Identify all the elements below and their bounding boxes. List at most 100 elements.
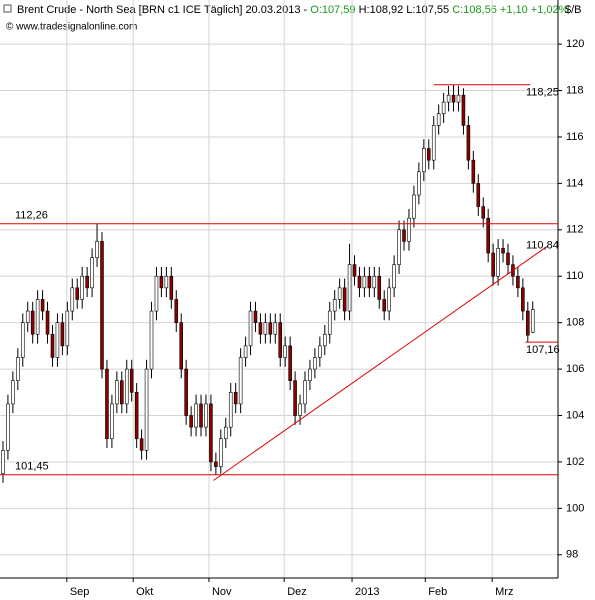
y-tick-label: 110 <box>566 270 584 282</box>
candle-body <box>273 322 278 335</box>
candle-body <box>253 310 258 323</box>
candle-body <box>95 241 99 258</box>
y-tick-label: 98 <box>566 549 578 561</box>
candle-body <box>313 357 317 370</box>
candle-body <box>422 148 426 173</box>
candle-body <box>70 287 75 312</box>
chart-title: Brent Crude - North Sea [BRN c1 ICE Tägl… <box>17 4 569 16</box>
candle-body <box>20 322 25 358</box>
candle-body <box>402 229 406 242</box>
y-tick-label: 100 <box>566 502 584 514</box>
candle-body <box>110 403 114 440</box>
candle-body <box>129 368 134 393</box>
candle-body <box>412 194 416 219</box>
candle-body <box>466 125 471 161</box>
quote-open: O:107,59 <box>310 4 355 16</box>
unit-label: $/B <box>565 4 582 16</box>
candle-body <box>184 368 188 416</box>
candle-body <box>11 380 15 405</box>
candle-body <box>214 461 218 467</box>
candle-body <box>154 275 159 312</box>
candle-body <box>382 299 386 312</box>
candle-body <box>521 287 525 312</box>
y-tick-label: 112 <box>566 224 584 236</box>
candle-body <box>120 380 124 405</box>
candle-body <box>35 299 40 335</box>
candle-body <box>258 322 263 335</box>
candle-body <box>60 322 65 347</box>
candle-body <box>337 287 342 300</box>
candle-body <box>263 322 268 335</box>
candle-body <box>481 206 486 219</box>
candle-body <box>426 148 431 161</box>
candle-body <box>327 310 332 335</box>
candle-body <box>491 252 495 277</box>
candle-body <box>303 380 307 405</box>
candle-body <box>347 264 352 312</box>
candle-body <box>85 275 89 289</box>
candle-body <box>124 368 129 405</box>
candle-body <box>45 310 50 335</box>
candle-body <box>407 217 411 242</box>
trendline <box>213 245 548 481</box>
y-tick-label: 114 <box>566 177 584 189</box>
candle-body <box>30 310 35 335</box>
x-tick-label: Okt <box>136 586 153 598</box>
candle-body <box>6 403 10 451</box>
y-tick-label: 120 <box>566 38 584 50</box>
candle-body <box>228 391 233 428</box>
candle-body <box>342 287 347 312</box>
candle-body <box>392 264 396 289</box>
candle-body <box>248 310 253 347</box>
candle-body <box>323 333 327 347</box>
candle-body <box>169 275 174 300</box>
candle-body <box>318 345 322 358</box>
candle-body <box>139 438 144 451</box>
candle-body <box>387 287 391 312</box>
candle-body <box>233 391 238 405</box>
candle-body <box>377 275 382 300</box>
candle-body <box>223 426 228 440</box>
candle-body <box>189 415 193 428</box>
candle-body <box>288 345 292 381</box>
y-tick-label: 116 <box>566 131 584 143</box>
candle-body <box>431 125 436 161</box>
level-label: 101,45 <box>15 461 49 473</box>
y-tick-label: 108 <box>566 317 584 329</box>
candle-body <box>456 94 461 103</box>
candle-body <box>332 299 337 312</box>
candle-body <box>25 310 30 323</box>
candle-body <box>283 345 287 358</box>
candle-body <box>80 275 84 300</box>
candle-body <box>55 322 60 358</box>
candle-body <box>308 368 312 381</box>
candle-body <box>372 275 377 289</box>
candle-body <box>144 368 149 451</box>
candle-body <box>506 252 510 265</box>
x-tick-label: Dez <box>287 586 307 598</box>
level-label: 112,26 <box>15 210 48 222</box>
candle-body <box>65 310 70 347</box>
candle-body <box>164 275 169 289</box>
title: Brent Crude - North Sea [BRN c1 ICE Tägl… <box>17 4 308 16</box>
candle-body <box>496 248 500 277</box>
candle-body <box>243 345 248 358</box>
y-tick-label: 104 <box>566 409 584 421</box>
candle-body <box>526 310 530 336</box>
candle-body <box>1 450 5 474</box>
candle-body <box>100 241 104 370</box>
candle-body <box>451 94 456 103</box>
y-tick-label: 106 <box>566 363 584 375</box>
candle-body <box>238 357 243 405</box>
quote-close: C:108,56 +1,10 +1,02% <box>452 4 568 16</box>
candle-body <box>352 264 357 277</box>
candle-body <box>134 391 139 440</box>
candle-body <box>179 322 183 370</box>
x-tick-label: Mrz <box>495 586 513 598</box>
candle-body <box>417 171 421 196</box>
candle-body <box>199 403 203 428</box>
candle-body <box>530 309 535 333</box>
candle-body <box>75 287 80 300</box>
quote-high-low: H:108,92 L:107,55 <box>359 4 450 16</box>
